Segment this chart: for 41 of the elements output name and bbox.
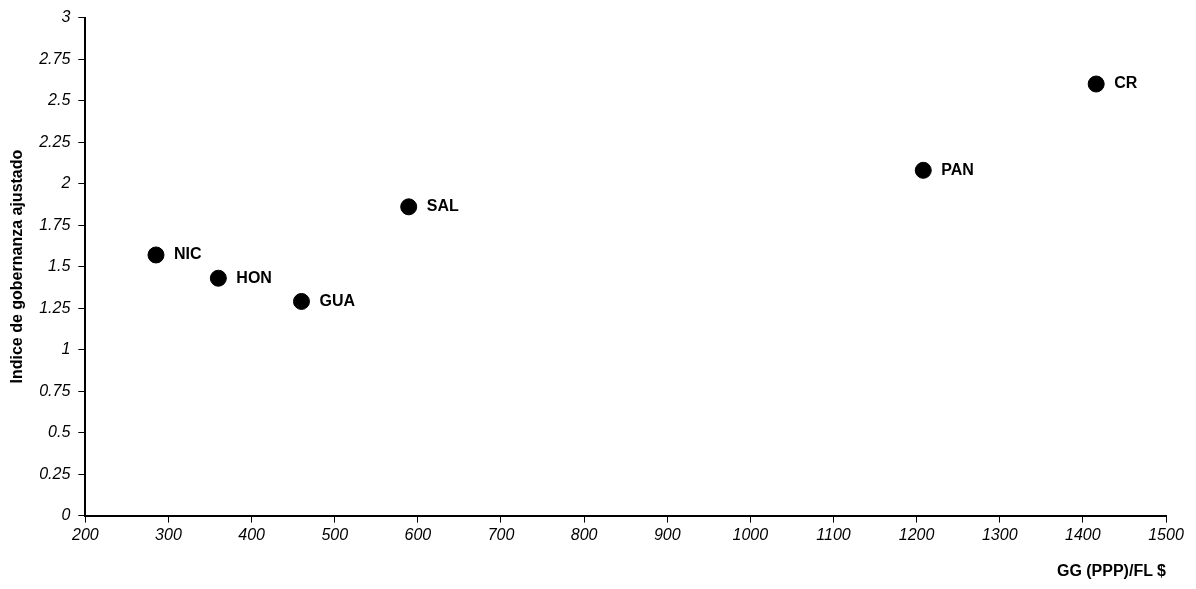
y-tick-label: 0 [61, 506, 71, 524]
annotation: SAL [426, 197, 459, 215]
y-tick-label: 2 [60, 174, 71, 192]
y-tick-label: 1.75 [39, 215, 71, 233]
x-tick-label: 1300 [981, 525, 1018, 543]
point [147, 246, 165, 264]
y-tick-label: 1 [61, 340, 71, 358]
y-tick-label: 2.25 [38, 132, 71, 150]
x-tick-label: 1500 [1148, 525, 1184, 543]
point [292, 292, 310, 310]
y-tick-label: 3 [61, 8, 71, 26]
y-tick-label: 2.5 [47, 91, 71, 109]
point [914, 161, 932, 179]
annotation: NIC [174, 245, 202, 263]
y-tick-label: 0.5 [48, 423, 71, 441]
x-tick-label: 400 [238, 525, 266, 543]
x-tick-label: 800 [570, 525, 598, 543]
y-axis-title: Indice de gobernanza ajustado [8, 149, 26, 384]
x-axis-title: GG (PPP)/FL $ [1056, 561, 1167, 579]
point [1087, 75, 1105, 93]
y-tick-label: 2.75 [38, 49, 71, 67]
y-tick-label: 0.75 [39, 381, 71, 399]
x-tick-label: 1200 [898, 525, 935, 543]
y-tick-label: 1.25 [39, 298, 71, 316]
y-tick-label: 0.25 [39, 464, 71, 482]
x-tick-label: 700 [487, 525, 515, 543]
point [400, 198, 418, 216]
x-tick-label: 600 [404, 525, 432, 543]
x-tick-label: 1000 [732, 525, 769, 543]
annotation: HON [236, 268, 272, 286]
x-tick-label: 900 [653, 525, 681, 543]
x-tick-label: 200 [70, 525, 99, 543]
annotation: GUA [319, 291, 356, 309]
y-tick-label: 1.5 [48, 257, 71, 275]
x-tick-label: 1400 [1065, 525, 1101, 543]
x-tick-label: 1100 [816, 525, 851, 543]
x-tick-label: 300 [155, 525, 182, 543]
point [209, 269, 227, 287]
x-tick-label: 500 [321, 525, 349, 543]
annotation: CR [1114, 74, 1138, 92]
annotation: PAN [941, 160, 974, 178]
